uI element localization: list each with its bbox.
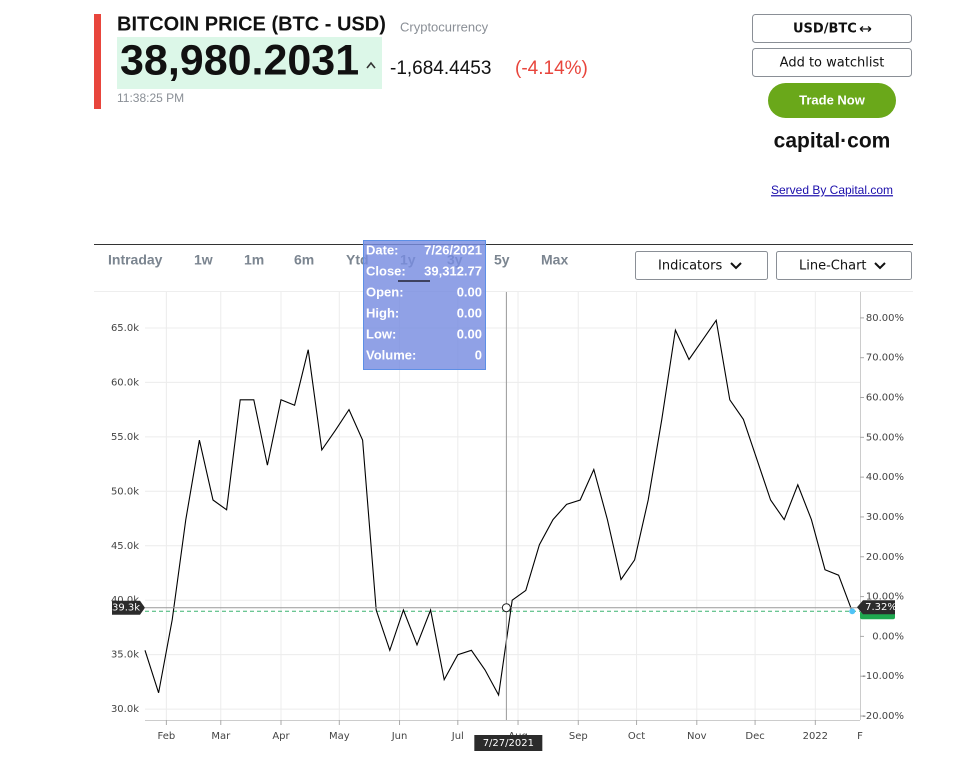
subtitle: Cryptocurrency — [400, 19, 489, 34]
tooltip-value: 0.00 — [457, 284, 482, 299]
y-tick-label: 50.0k — [111, 486, 139, 497]
title: BITCOIN PRICE (BTC - USD) — [117, 13, 386, 35]
crosshair-y2-tag — [857, 600, 895, 615]
crosshair-point — [501, 603, 511, 613]
up-caret — [366, 61, 376, 69]
crosshair-y2-label: 7.32% — [865, 602, 897, 613]
x-tick-label: Mar — [211, 731, 231, 742]
range-tab[interactable]: 6m — [294, 252, 314, 268]
last-point — [849, 608, 856, 615]
x-tick-label: F — [857, 731, 863, 742]
time: 11:38:25 PM — [117, 91, 184, 105]
y2-tick-label: 0.00% — [872, 631, 904, 642]
trade-label: Trade Now — [799, 92, 866, 107]
range-tab[interactable]: Intraday — [108, 252, 163, 268]
crosshair-x-label: 7/27/2021 — [483, 738, 534, 749]
y-tick-label: 35.0k — [111, 650, 139, 661]
x-tick-label: Feb — [158, 731, 176, 742]
tooltip-label: Date: — [366, 242, 399, 257]
x-tick-label: Sep — [569, 731, 588, 742]
x-tick-label: Jul — [451, 731, 464, 742]
x-tick-label: Oct — [628, 731, 645, 742]
trade-button[interactable] — [768, 83, 896, 118]
tooltip-label: Low: — [366, 326, 396, 341]
crosshair-y-label: 39.3k — [112, 603, 140, 614]
x-tick-label: Dec — [745, 731, 764, 742]
range-tab[interactable]: 1m — [244, 252, 264, 268]
range-tab[interactable]: 5y — [494, 252, 510, 268]
watchlist-label: Add to watchlist — [780, 56, 885, 71]
y2-tick-label: -20.00% — [862, 711, 904, 722]
sponsor-logo: capital·com — [774, 130, 891, 153]
chart-type-dropdown[interactable] — [776, 251, 912, 280]
accent-bar — [94, 14, 101, 109]
price-line — [144, 318, 853, 697]
y-tick-label: 30.0k — [111, 704, 139, 715]
y-tick-label: 65.0k — [111, 323, 139, 334]
y2-tick-label: 70.00% — [866, 353, 904, 364]
tooltip-label: Close: — [366, 263, 406, 278]
tooltip-value: 0.00 — [457, 305, 482, 320]
tooltip-label: High: — [366, 305, 399, 320]
change-pct: (-4.14%) — [515, 58, 588, 79]
crosshair-y-tag — [112, 600, 145, 615]
y2-tick-label: 60.00% — [866, 393, 904, 404]
tooltip-label: Open: — [366, 284, 404, 299]
range-tab[interactable]: Max — [541, 252, 568, 268]
x-tick-label: 2022 — [803, 731, 828, 742]
y-tick-label: 55.0k — [111, 432, 139, 443]
tooltip-value: 7/26/2021 — [424, 242, 482, 257]
tooltip-value: 0.00 — [457, 326, 482, 341]
crosshair-x-tag — [474, 735, 543, 751]
x-tick-label: Apr — [272, 731, 290, 742]
tooltip-box — [363, 240, 486, 370]
dropdown-label: Indicators — [658, 259, 722, 274]
y2-tick-label: -10.00% — [862, 671, 904, 682]
currency-button[interactable] — [752, 14, 912, 43]
currency-label: USD/BTC — [793, 22, 857, 37]
chevron — [874, 262, 886, 270]
y2-tick-label: 10.00% — [866, 592, 904, 603]
y2-tick-label: 40.00% — [866, 472, 904, 483]
chevron — [730, 262, 742, 270]
range-tab[interactable]: 1w — [194, 252, 213, 268]
indicators-dropdown[interactable] — [635, 251, 768, 280]
y2-tick-label: 20.00% — [866, 552, 904, 563]
served-by-link[interactable]: Served By Capital.com — [771, 183, 893, 197]
dropdown-label: Line-Chart — [799, 259, 867, 274]
swap-icon — [859, 26, 872, 32]
y2-tick-label: 80.00% — [866, 313, 904, 324]
range-tab[interactable]: Ytd — [346, 252, 369, 268]
watchlist-button[interactable] — [752, 48, 912, 77]
change: -1,684.4453 — [390, 58, 491, 79]
y2-tick-label: 50.00% — [866, 432, 904, 443]
y-tick-label: 45.0k — [111, 541, 139, 552]
x-tick-label: Nov — [687, 731, 707, 742]
price-box — [117, 37, 382, 89]
y2-tick-label: 30.00% — [866, 512, 904, 523]
tooltip-value: 39,312.77 — [424, 263, 482, 278]
price: 38,980.2031 — [120, 36, 359, 84]
tooltip-value: 0 — [475, 347, 482, 362]
x-tick-label: Jun — [391, 731, 408, 742]
x-tick-label: May — [329, 731, 350, 742]
y-tick-label: 60.0k — [111, 377, 139, 388]
tooltip-label: Volume: — [366, 347, 416, 362]
